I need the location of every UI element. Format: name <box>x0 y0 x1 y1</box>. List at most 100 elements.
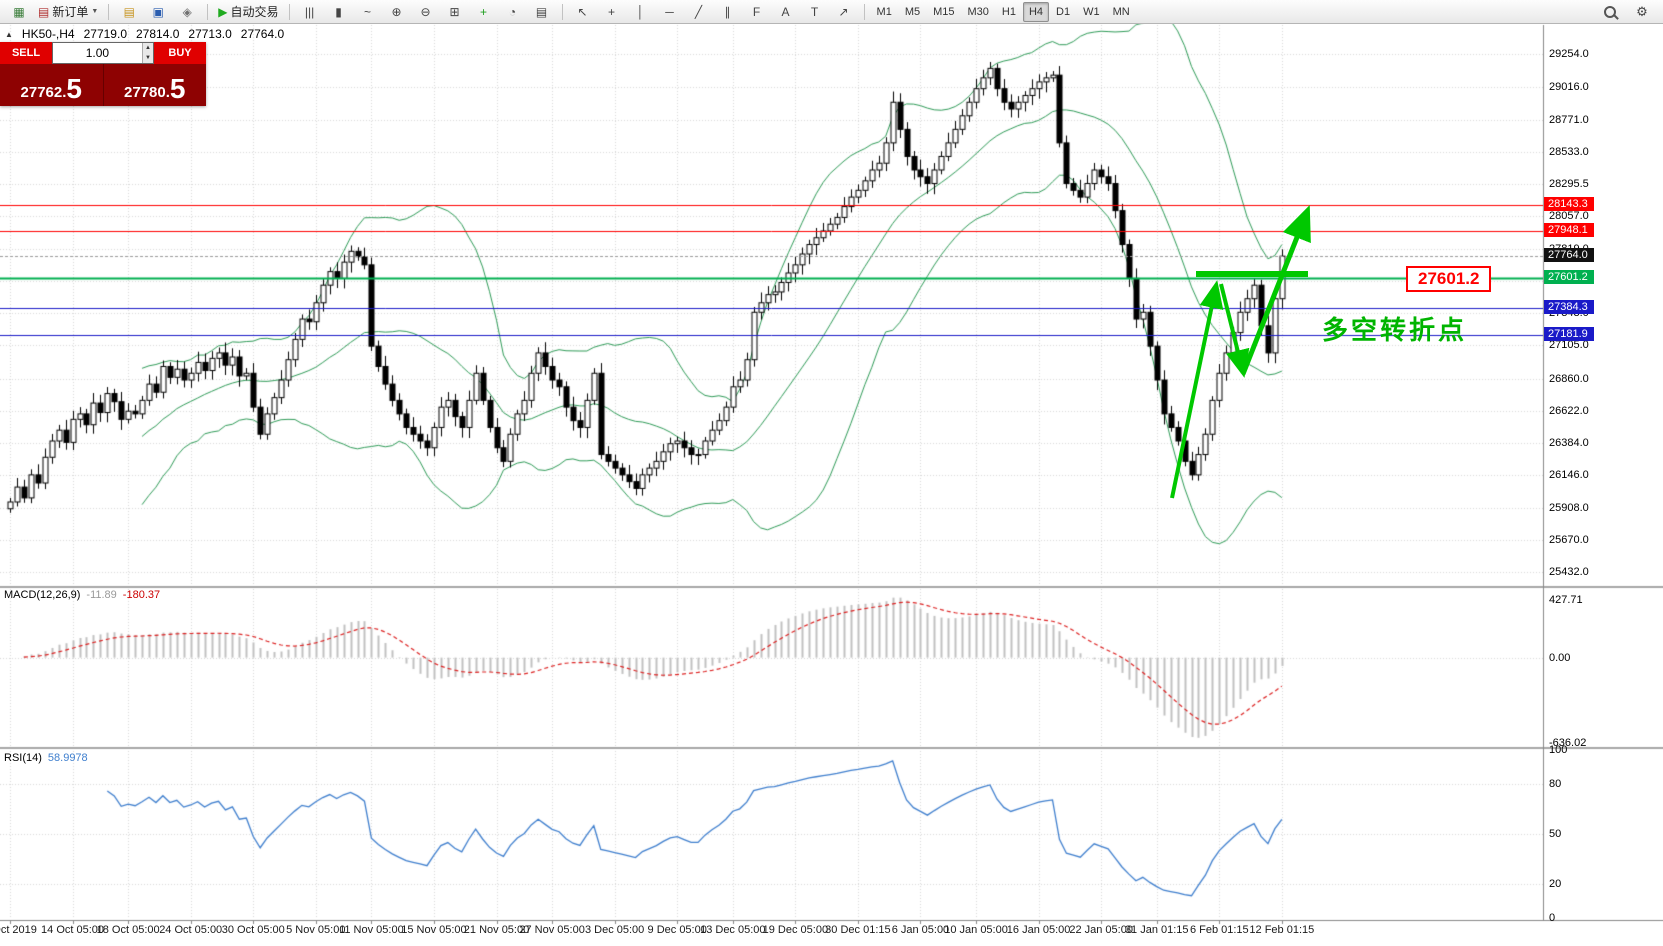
crosshair-button-icon: + <box>608 4 616 19</box>
label-button[interactable]: T <box>801 1 829 23</box>
timeframe-h1-button[interactable]: H1 <box>1001 5 1016 18</box>
templates-button[interactable]: ▤ <box>528 1 556 23</box>
macd-indicator-label: MACD(12,26,9) -11.89 -180.37 <box>4 589 161 601</box>
timeframe-m15-button[interactable]: M15 <box>933 5 955 18</box>
price-tick-label: 28771.0 <box>1549 113 1589 126</box>
macd-tick-label: -636.02 <box>1549 736 1587 749</box>
navigator-button[interactable]: ◈ <box>173 1 201 23</box>
annotation-note-text[interactable]: 多空转折点 <box>1322 315 1468 345</box>
time-tick-label: 30 Oct 05:00 <box>221 924 285 936</box>
channel-button-icon: ∥ <box>724 4 731 19</box>
fibonacci-button[interactable]: F <box>743 1 771 23</box>
price-tick-label: 25432.0 <box>1549 566 1589 579</box>
toolbar-right-group: ⚙ <box>1596 1 1658 23</box>
volume-down-button[interactable]: ▼ <box>142 53 153 63</box>
level-price-callout[interactable]: 27601.2 <box>1406 266 1492 292</box>
periods-button-icon: ◔ <box>508 4 517 19</box>
candlestick-button-icon: ▮ <box>335 4 342 19</box>
time-tick-label: 21 Nov 05:00 <box>463 924 530 936</box>
chart-header: ▲ HK50-,H4 27719.0 27814.0 27713.0 27764… <box>5 27 284 41</box>
toolbar-separator <box>288 3 290 20</box>
chart-close: 27764.0 <box>240 27 285 41</box>
market-watch-button[interactable]: ▣ <box>144 1 172 23</box>
time-tick-label: 22 Jan 05:00 <box>1069 924 1133 936</box>
one-click-trading-toggle[interactable]: ▲ <box>5 29 13 39</box>
timeframe-m5-button[interactable]: M5 <box>904 5 921 18</box>
sell-button[interactable]: SELL <box>0 42 52 64</box>
time-tick-label: 5 Nov 05:00 <box>286 924 346 936</box>
volume-stepper: ▲ ▼ <box>52 42 154 64</box>
trendline-button-icon: ╱ <box>694 4 703 19</box>
vertical-line-button[interactable]: │ <box>627 1 655 23</box>
horizontal-line-button[interactable]: ─ <box>656 1 684 23</box>
price-tick-label: 28057.0 <box>1549 210 1589 223</box>
time-tick-label: 13 Dec 05:00 <box>700 924 766 936</box>
time-tick-label: 14 Oct 05:00 <box>41 924 105 936</box>
buy-button[interactable]: BUY <box>154 42 206 64</box>
toolbar-separator <box>108 3 110 20</box>
chart-symbol: HK50-,H4 <box>21 27 75 41</box>
crosshair-button[interactable]: + <box>598 1 626 23</box>
cursor-button[interactable]: ↖ <box>569 1 597 23</box>
zoom-in-button-icon: ⊕ <box>391 4 402 19</box>
indicators-button[interactable]: + <box>470 1 498 23</box>
rsi-tick-label: 0 <box>1549 912 1556 924</box>
price-tick-label: 29254.0 <box>1549 48 1589 61</box>
zoom-out-button[interactable]: ⊖ <box>412 1 440 23</box>
macd-tick-label: 427.71 <box>1549 594 1583 607</box>
time-tick-label: 24 Oct 05:00 <box>159 924 223 936</box>
price-tick-label: 28533.0 <box>1549 145 1589 158</box>
text-button[interactable]: A <box>772 1 800 23</box>
search-button[interactable] <box>1596 1 1624 23</box>
candlestick-button[interactable]: ▮ <box>325 1 353 23</box>
arrows-button-icon: ↗ <box>838 4 849 19</box>
bar-chart-button[interactable]: ||| <box>296 1 324 23</box>
sell-price[interactable]: 27762. 5 <box>0 64 104 106</box>
volume-input[interactable] <box>53 43 142 63</box>
tile-windows-button[interactable]: ⊞ <box>441 1 469 23</box>
periods-button[interactable]: ◔ <box>499 1 527 23</box>
bar-chart-button-icon: ||| <box>304 4 315 19</box>
time-tick-label: 9 Dec 05:00 <box>647 924 707 936</box>
trendline-button[interactable]: ╱ <box>685 1 713 23</box>
time-tick-label: 18 Oct 05:00 <box>96 924 160 936</box>
vertical-line-button-icon: │ <box>636 4 645 19</box>
price-tag-27764.0: 27764.0 <box>1544 248 1594 263</box>
time-tick-label: 3 Dec 05:00 <box>584 924 645 936</box>
label-button-icon: T <box>810 4 819 19</box>
zoom-in-button[interactable]: ⊕ <box>383 1 411 23</box>
price-tick-label: 26860.0 <box>1549 372 1589 385</box>
rsi-indicator-label: RSI(14) 58.9978 <box>4 752 88 764</box>
timeframe-d1-button[interactable]: D1 <box>1056 5 1071 18</box>
profiles-button-icon: ▤ <box>123 4 135 19</box>
timeframe-w1-button[interactable]: W1 <box>1083 5 1100 18</box>
chevron-down-icon: ▼ <box>91 8 99 15</box>
price-tick-label: 25908.0 <box>1549 501 1589 514</box>
buy-price[interactable]: 27780. 5 <box>124 73 186 105</box>
autotrade-button-label: 自动交易 <box>230 5 279 19</box>
timeframe-m1-button[interactable]: M1 <box>876 5 892 18</box>
time-tick-label: 6 Feb 01:15 <box>1189 924 1249 936</box>
timeframe-m30-button[interactable]: M30 <box>967 5 989 18</box>
price-tag-28143.3: 28143.3 <box>1544 196 1594 211</box>
time-tick-label: 19 Dec 05:00 <box>762 924 829 936</box>
arrows-button[interactable]: ↗ <box>830 1 858 23</box>
time-tick-label: 8 Oct 2019 <box>0 924 37 936</box>
timeframe-mn-button[interactable]: MN <box>1112 5 1130 18</box>
time-tick-label: 27 Nov 05:00 <box>519 924 585 936</box>
new-order-button[interactable]: ▤ 新订单 ▼ <box>34 1 102 23</box>
line-chart-button[interactable]: ~ <box>354 1 382 23</box>
channel-button[interactable]: ∥ <box>714 1 742 23</box>
new-order-button-icon: ▤ <box>38 4 50 19</box>
gear-icon: ⚙ <box>1636 3 1648 19</box>
new-chart-button[interactable]: ▦ <box>5 1 33 23</box>
volume-up-button[interactable]: ▲ <box>142 43 153 53</box>
settings-button[interactable]: ⚙ <box>1628 1 1656 23</box>
profiles-button[interactable]: ▤ <box>115 1 143 23</box>
autotrade-button[interactable]: ▶ 自动交易 <box>214 1 282 23</box>
timeframe-h4-button[interactable]: H4 <box>1022 1 1050 22</box>
time-tick-label: 10 Jan 05:00 <box>944 924 1008 936</box>
new-order-button-label: 新订单 <box>52 5 89 19</box>
time-tick-label: 6 Jan 05:00 <box>891 924 950 936</box>
